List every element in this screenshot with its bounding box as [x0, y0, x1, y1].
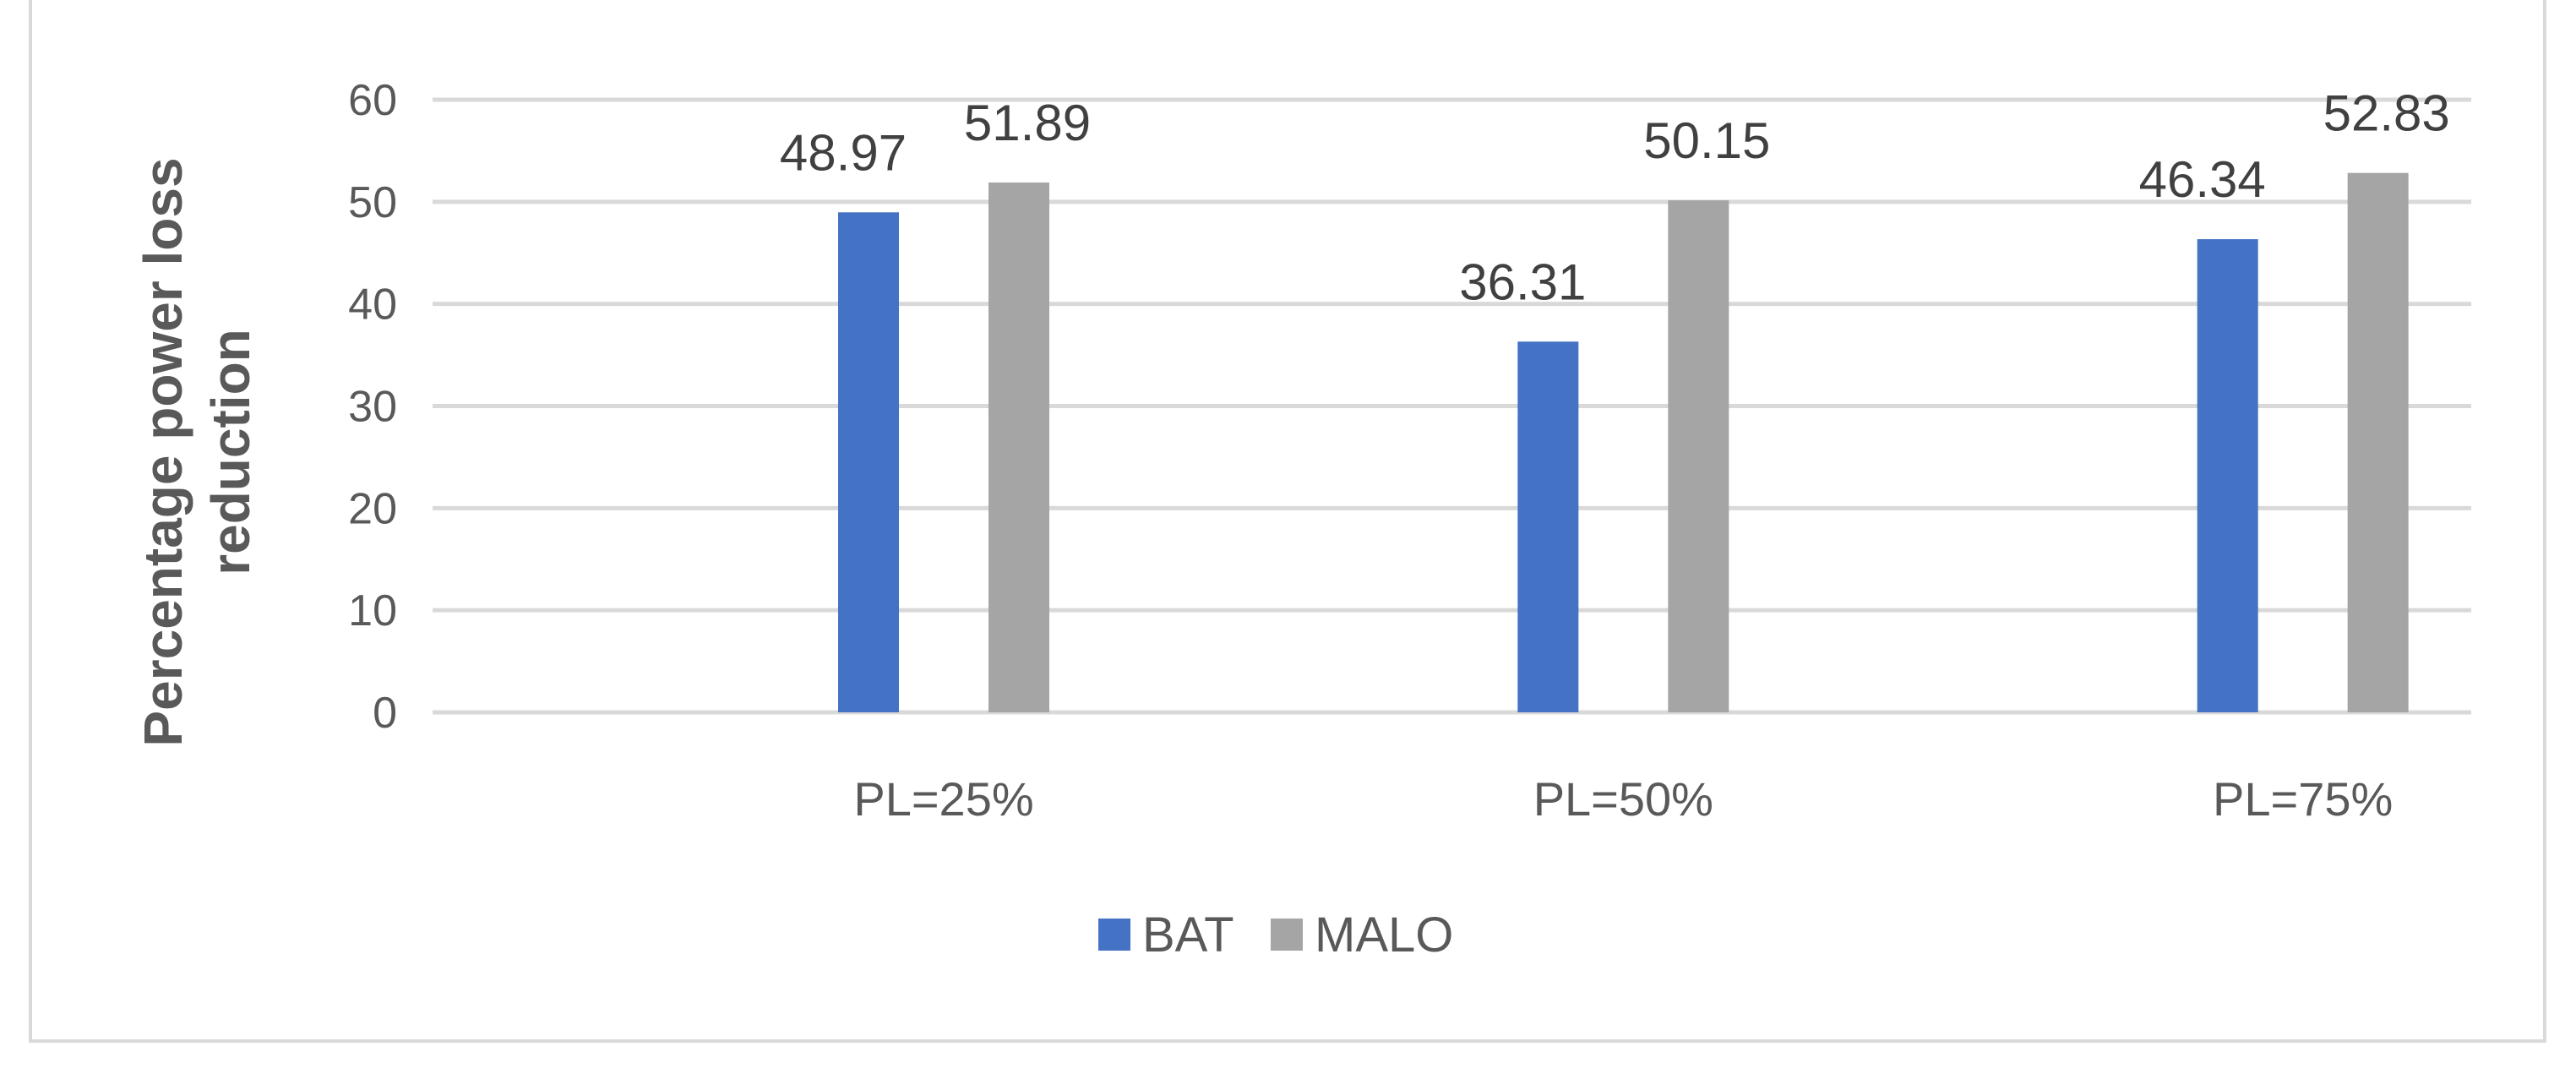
legend: BAT MALO — [1098, 908, 1453, 962]
y-axis-title-line-2: reduction — [200, 329, 261, 575]
bars — [838, 172, 2409, 713]
category-label: PL=25% — [853, 772, 1033, 826]
data-label: 52.83 — [2323, 85, 2450, 142]
legend-swatch-bat — [1098, 919, 1130, 951]
y-tick-label: 40 — [348, 281, 397, 330]
data-label: 50.15 — [1643, 112, 1770, 169]
category-label: PL=75% — [2213, 772, 2393, 826]
y-tick-label: 0 — [373, 689, 397, 738]
y-tick-label: 10 — [348, 586, 397, 635]
data-label: 51.89 — [964, 95, 1091, 151]
legend-swatch-malo — [1271, 919, 1303, 951]
y-tick-label: 50 — [348, 178, 397, 227]
bar-bat-3 — [2197, 239, 2258, 712]
y-axis-tick-labels: 0 10 20 30 40 50 60 — [348, 76, 397, 738]
y-tick-label: 60 — [348, 76, 397, 125]
category-labels: PL=25% PL=50% PL=75% — [853, 772, 2393, 826]
gridlines — [433, 97, 2471, 715]
data-labels: 48.97 51.89 36.31 50.15 46.34 52.83 — [780, 85, 2450, 311]
data-label: 46.34 — [2139, 151, 2266, 208]
legend-label-bat: BAT — [1142, 908, 1234, 962]
y-tick-label: 20 — [348, 484, 397, 533]
chart-frame — [29, 0, 2546, 1043]
bar-bat-2 — [1517, 341, 1579, 712]
bar-malo-1 — [988, 182, 1049, 712]
bar-bat-1 — [838, 212, 899, 712]
bar-malo-3 — [2347, 172, 2409, 712]
y-axis-title-line-1: Percentage power loss — [133, 157, 193, 746]
legend-label-malo: MALO — [1315, 908, 1453, 962]
data-label: 36.31 — [1459, 254, 1586, 310]
bar-malo-2 — [1668, 200, 1729, 713]
data-label: 48.97 — [780, 124, 907, 181]
y-tick-label: 30 — [348, 383, 397, 432]
y-axis-title: Percentage power loss reduction — [133, 157, 261, 746]
category-label: PL=50% — [1533, 772, 1713, 826]
